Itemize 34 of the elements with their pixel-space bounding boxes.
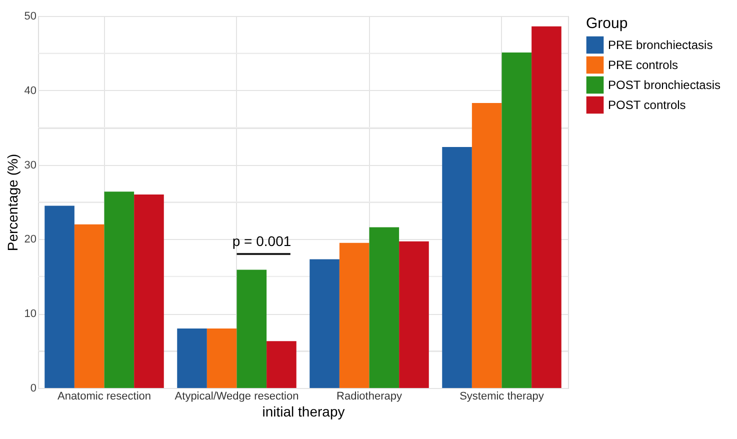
- bar: [310, 259, 340, 388]
- bar: [104, 192, 134, 388]
- x-tick-label: Atypical/Wedge resection: [174, 390, 299, 402]
- bar: [399, 241, 429, 388]
- bar: [177, 328, 207, 388]
- bar: [532, 26, 562, 388]
- bar: [74, 224, 104, 388]
- bar: [339, 242, 370, 388]
- y-tick-label: 40: [24, 84, 36, 97]
- bar: [134, 194, 164, 388]
- bar: [44, 206, 74, 388]
- legend-label: POST controls: [608, 98, 686, 112]
- x-tick-label: Anatomic resection: [57, 390, 152, 402]
- legend-label: POST bronchiectasis: [608, 78, 720, 92]
- bar: [442, 146, 472, 388]
- y-tick-label: 0: [30, 382, 36, 394]
- legend-label: PRE bronchiectasis: [608, 38, 713, 52]
- bar: [369, 227, 400, 388]
- y-tick-label: 10: [24, 308, 36, 320]
- x-axis-title: initial therapy: [262, 404, 345, 420]
- y-axis-title: Percentage (%): [4, 154, 20, 252]
- bar: [502, 52, 532, 388]
- x-tick-label: Systemic therapy: [460, 390, 544, 402]
- x-tick-label: Radiotherapy: [336, 390, 402, 402]
- y-tick-label: 20: [24, 234, 36, 246]
- bar: [266, 341, 296, 388]
- y-tick-label: 30: [24, 159, 36, 172]
- bar: [472, 103, 502, 388]
- bar: [206, 328, 237, 388]
- legend-label: PRE controls: [608, 58, 678, 72]
- legend-title: Group: [586, 15, 628, 32]
- y-tick-label: 50: [24, 10, 36, 22]
- annotation: p = 0.001: [232, 233, 292, 249]
- bar: [236, 270, 267, 388]
